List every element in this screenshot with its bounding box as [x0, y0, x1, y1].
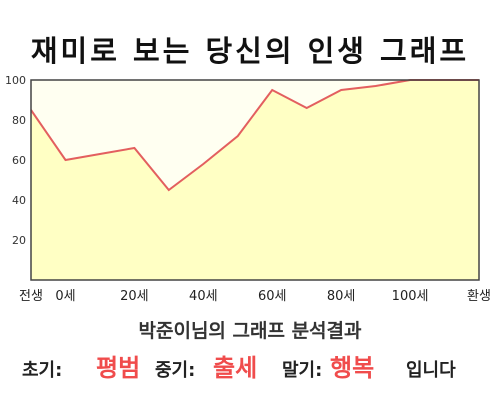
plot-frame [30, 79, 480, 281]
chart-title: 재미로 보는 당신의 인생 그래프 [30, 34, 470, 68]
life-line [30, 79, 479, 192]
middle-label: 중기: [155, 360, 196, 381]
x-tick-label: 환생 [467, 289, 491, 304]
late-value: 행복 [330, 354, 375, 382]
x-tick-label: 80세 [327, 289, 356, 304]
y-tick-label: 100 [5, 74, 26, 87]
analysis-result: 초기: 평범 중기: 출세 말기: 행복 입니다 [0, 346, 500, 382]
y-tick-label: 60 [12, 154, 26, 167]
y-tick-label: 20 [12, 234, 26, 247]
x-tick-label: 전생 [19, 289, 43, 304]
y-tick-label: 80 [12, 114, 26, 127]
ending-text: 입니다 [406, 360, 456, 381]
late-label: 말기: [282, 360, 323, 381]
x-tick-label: 60세 [258, 289, 287, 304]
early-label: 초기: [22, 360, 63, 381]
x-tick-label: 100세 [392, 289, 429, 304]
x-tick-label: 0세 [55, 289, 75, 304]
x-tick-label: 40세 [189, 289, 218, 304]
life-area-fill [31, 80, 479, 280]
middle-value: 출세 [213, 354, 258, 382]
x-tick-label: 20세 [120, 289, 149, 304]
y-tick-label: 40 [12, 194, 26, 207]
early-value: 평범 [96, 354, 141, 382]
analysis-summary: 박준이님의 그래프 분석결과 [138, 320, 362, 342]
